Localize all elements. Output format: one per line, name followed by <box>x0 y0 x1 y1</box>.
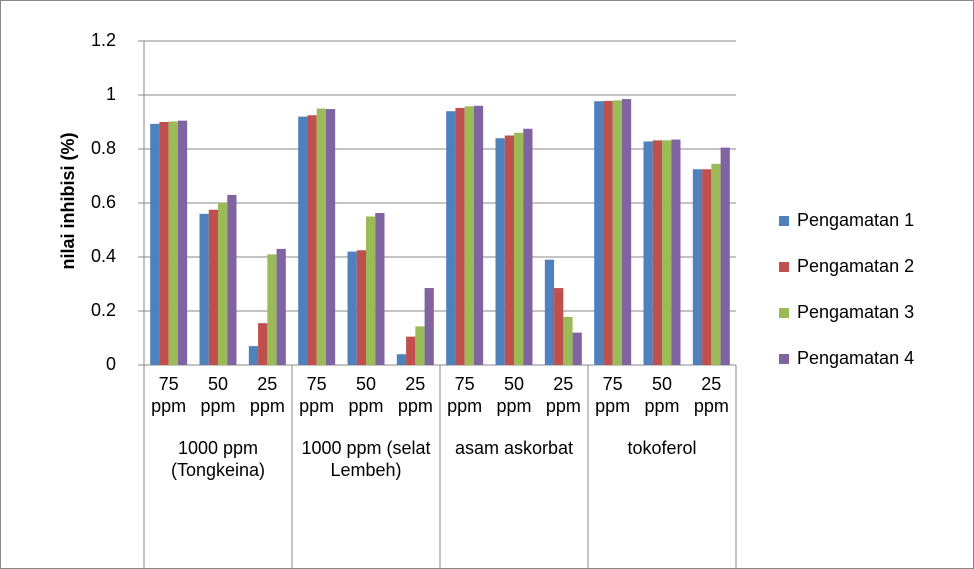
bar <box>396 354 407 365</box>
bar <box>464 106 474 365</box>
bar <box>544 259 555 365</box>
y-tick-label: 1 <box>106 84 116 104</box>
bar <box>662 140 672 365</box>
bar <box>554 288 564 365</box>
y-tick-label: 0 <box>106 354 116 374</box>
bar <box>325 109 336 365</box>
bar <box>298 116 308 365</box>
x-tick-label: 50 ppm <box>644 374 680 416</box>
legend-label: Pengamatan 4 <box>797 348 914 368</box>
bar <box>150 123 160 365</box>
bar <box>424 288 434 365</box>
y-tick-label: 0.6 <box>91 192 116 212</box>
bar <box>446 111 456 365</box>
bar <box>720 147 730 365</box>
x-tick-label: 50 ppm <box>200 374 236 416</box>
legend-swatch <box>779 354 789 364</box>
bar <box>612 100 622 366</box>
bar <box>375 212 385 365</box>
x-tick-label: 50 ppm <box>348 374 384 416</box>
group-label: 1000 ppm (selat Lembeh) <box>301 438 431 480</box>
x-tick-label: 25 ppm <box>249 374 285 416</box>
bar <box>258 323 268 365</box>
bar <box>523 128 533 365</box>
legend-label: Pengamatan 2 <box>797 256 914 276</box>
bar <box>415 326 425 365</box>
group-label: asam askorbat <box>454 438 574 458</box>
bar <box>267 254 277 365</box>
y-tick-label: 1.2 <box>91 30 116 50</box>
bar <box>366 216 376 365</box>
group-label: tokoferol <box>627 438 697 458</box>
bar <box>643 141 653 365</box>
bar <box>168 121 178 366</box>
y-tick-label: 0.4 <box>91 246 116 266</box>
bar <box>248 346 259 365</box>
bar <box>455 107 465 366</box>
bar <box>159 122 169 365</box>
bar <box>514 132 524 365</box>
legend-swatch <box>779 308 789 318</box>
bar <box>702 169 712 365</box>
bar <box>692 169 703 365</box>
group-label: 1000 ppm (Tongkeina) <box>170 438 266 480</box>
y-tick-label: 0.2 <box>91 300 116 320</box>
legend-swatch <box>779 262 789 272</box>
bar <box>218 203 228 365</box>
bar <box>473 105 484 366</box>
bar <box>276 248 286 365</box>
bar <box>307 115 317 365</box>
bar <box>316 108 326 365</box>
legend-label: Pengamatan 3 <box>797 302 914 322</box>
bar <box>594 101 604 366</box>
legend-swatch <box>779 216 789 226</box>
legend-label: Pengamatan 1 <box>797 210 914 230</box>
bar <box>199 213 209 365</box>
x-tick-label: 75 ppm <box>447 374 483 416</box>
bar <box>177 120 188 366</box>
x-tick-label: 75 ppm <box>595 374 631 416</box>
bar <box>621 99 632 366</box>
bar <box>227 194 237 365</box>
y-axis-title: nilai inhibisi (%) <box>58 132 78 269</box>
bar <box>406 336 416 365</box>
bar <box>711 163 721 365</box>
x-tick-label: 25 ppm <box>693 374 729 416</box>
y-tick-label: 0.8 <box>91 138 116 158</box>
x-tick-label: 25 ppm <box>545 374 581 416</box>
x-tick-label: 25 ppm <box>397 374 433 416</box>
x-tick-label: 50 ppm <box>496 374 532 416</box>
bar <box>603 100 613 365</box>
bar <box>652 140 662 365</box>
bar <box>572 332 582 365</box>
bar <box>671 139 681 365</box>
bar <box>504 135 514 365</box>
bar <box>356 250 366 365</box>
x-tick-label: 75 ppm <box>299 374 335 416</box>
bar <box>563 316 573 365</box>
bar <box>347 251 357 365</box>
bar <box>208 209 218 365</box>
bar <box>495 138 505 365</box>
x-tick-label: 75 ppm <box>151 374 187 416</box>
